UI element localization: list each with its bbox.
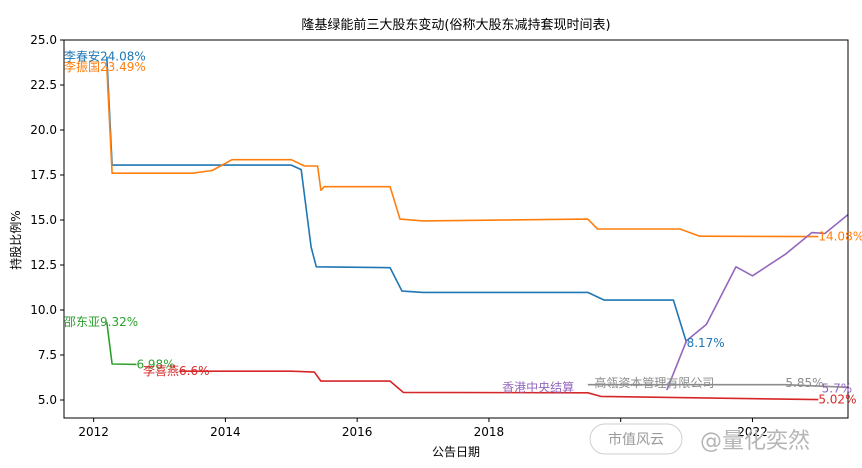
watermark-badge-box — [589, 423, 683, 455]
watermark-badge: 市值风云 — [608, 431, 664, 448]
y-tick-label: 5.0 — [38, 393, 57, 407]
series-end-label-1: 8.17% — [687, 336, 725, 350]
series-line-1 — [106, 56, 688, 344]
plot-area: 2012201420162018202020225.07.510.012.515… — [30, 33, 862, 439]
watermark: 市值风云 @量化奕然 — [589, 423, 810, 455]
y-tick-label: 7.5 — [38, 348, 57, 362]
y-tick-label: 17.5 — [30, 168, 57, 182]
y-tick-label: 25.0 — [30, 33, 57, 47]
x-tick-label: 2018 — [474, 425, 505, 439]
x-tick-label: 2012 — [78, 425, 109, 439]
series-line-5 — [666, 213, 848, 391]
x-tick-label: 2022 — [737, 425, 768, 439]
series-end-label-2: 14.08% — [818, 230, 862, 244]
y-axis-label: 持股比例% — [8, 210, 23, 269]
series-end-label-6: 5.85% — [785, 376, 823, 390]
y-tick-label: 12.5 — [30, 258, 57, 272]
x-axis-label: 公告日期 — [432, 445, 480, 459]
x-tick-label: 2016 — [342, 425, 373, 439]
series-line-4 — [179, 370, 819, 401]
series-label-1: 李春安24.08% — [64, 49, 146, 64]
y-tick-label: 10.0 — [30, 303, 57, 317]
series-label-5: 香港中央结算 — [502, 379, 574, 394]
series-line-2 — [106, 67, 819, 238]
series-end-label-4: 5.02% — [818, 393, 856, 407]
y-tick-label: 20.0 — [30, 123, 57, 137]
series-label-4: 李喜燕6.6% — [143, 363, 210, 378]
series-label-2: 李振国23.49% — [64, 59, 146, 74]
series-label-3: 邵东亚9.32% — [64, 315, 138, 329]
y-tick-label: 22.5 — [30, 78, 57, 92]
watermark-handle: @量化奕然 — [700, 429, 810, 454]
chart-title: 隆基绿能前三大股东变动(俗称大股东减持套现时间表) — [301, 17, 610, 33]
series-line-3 — [106, 322, 137, 366]
series-end-label-5: 5.7% — [822, 381, 853, 395]
series-line-6 — [587, 383, 848, 389]
x-tick-label: 2014 — [210, 425, 241, 439]
y-tick-label: 15.0 — [30, 213, 57, 227]
series-end-label-3: 6.98% — [136, 357, 174, 371]
axes-frame — [63, 39, 849, 419]
series-label-6: 高瓴资本管理有限公司 — [594, 375, 714, 390]
